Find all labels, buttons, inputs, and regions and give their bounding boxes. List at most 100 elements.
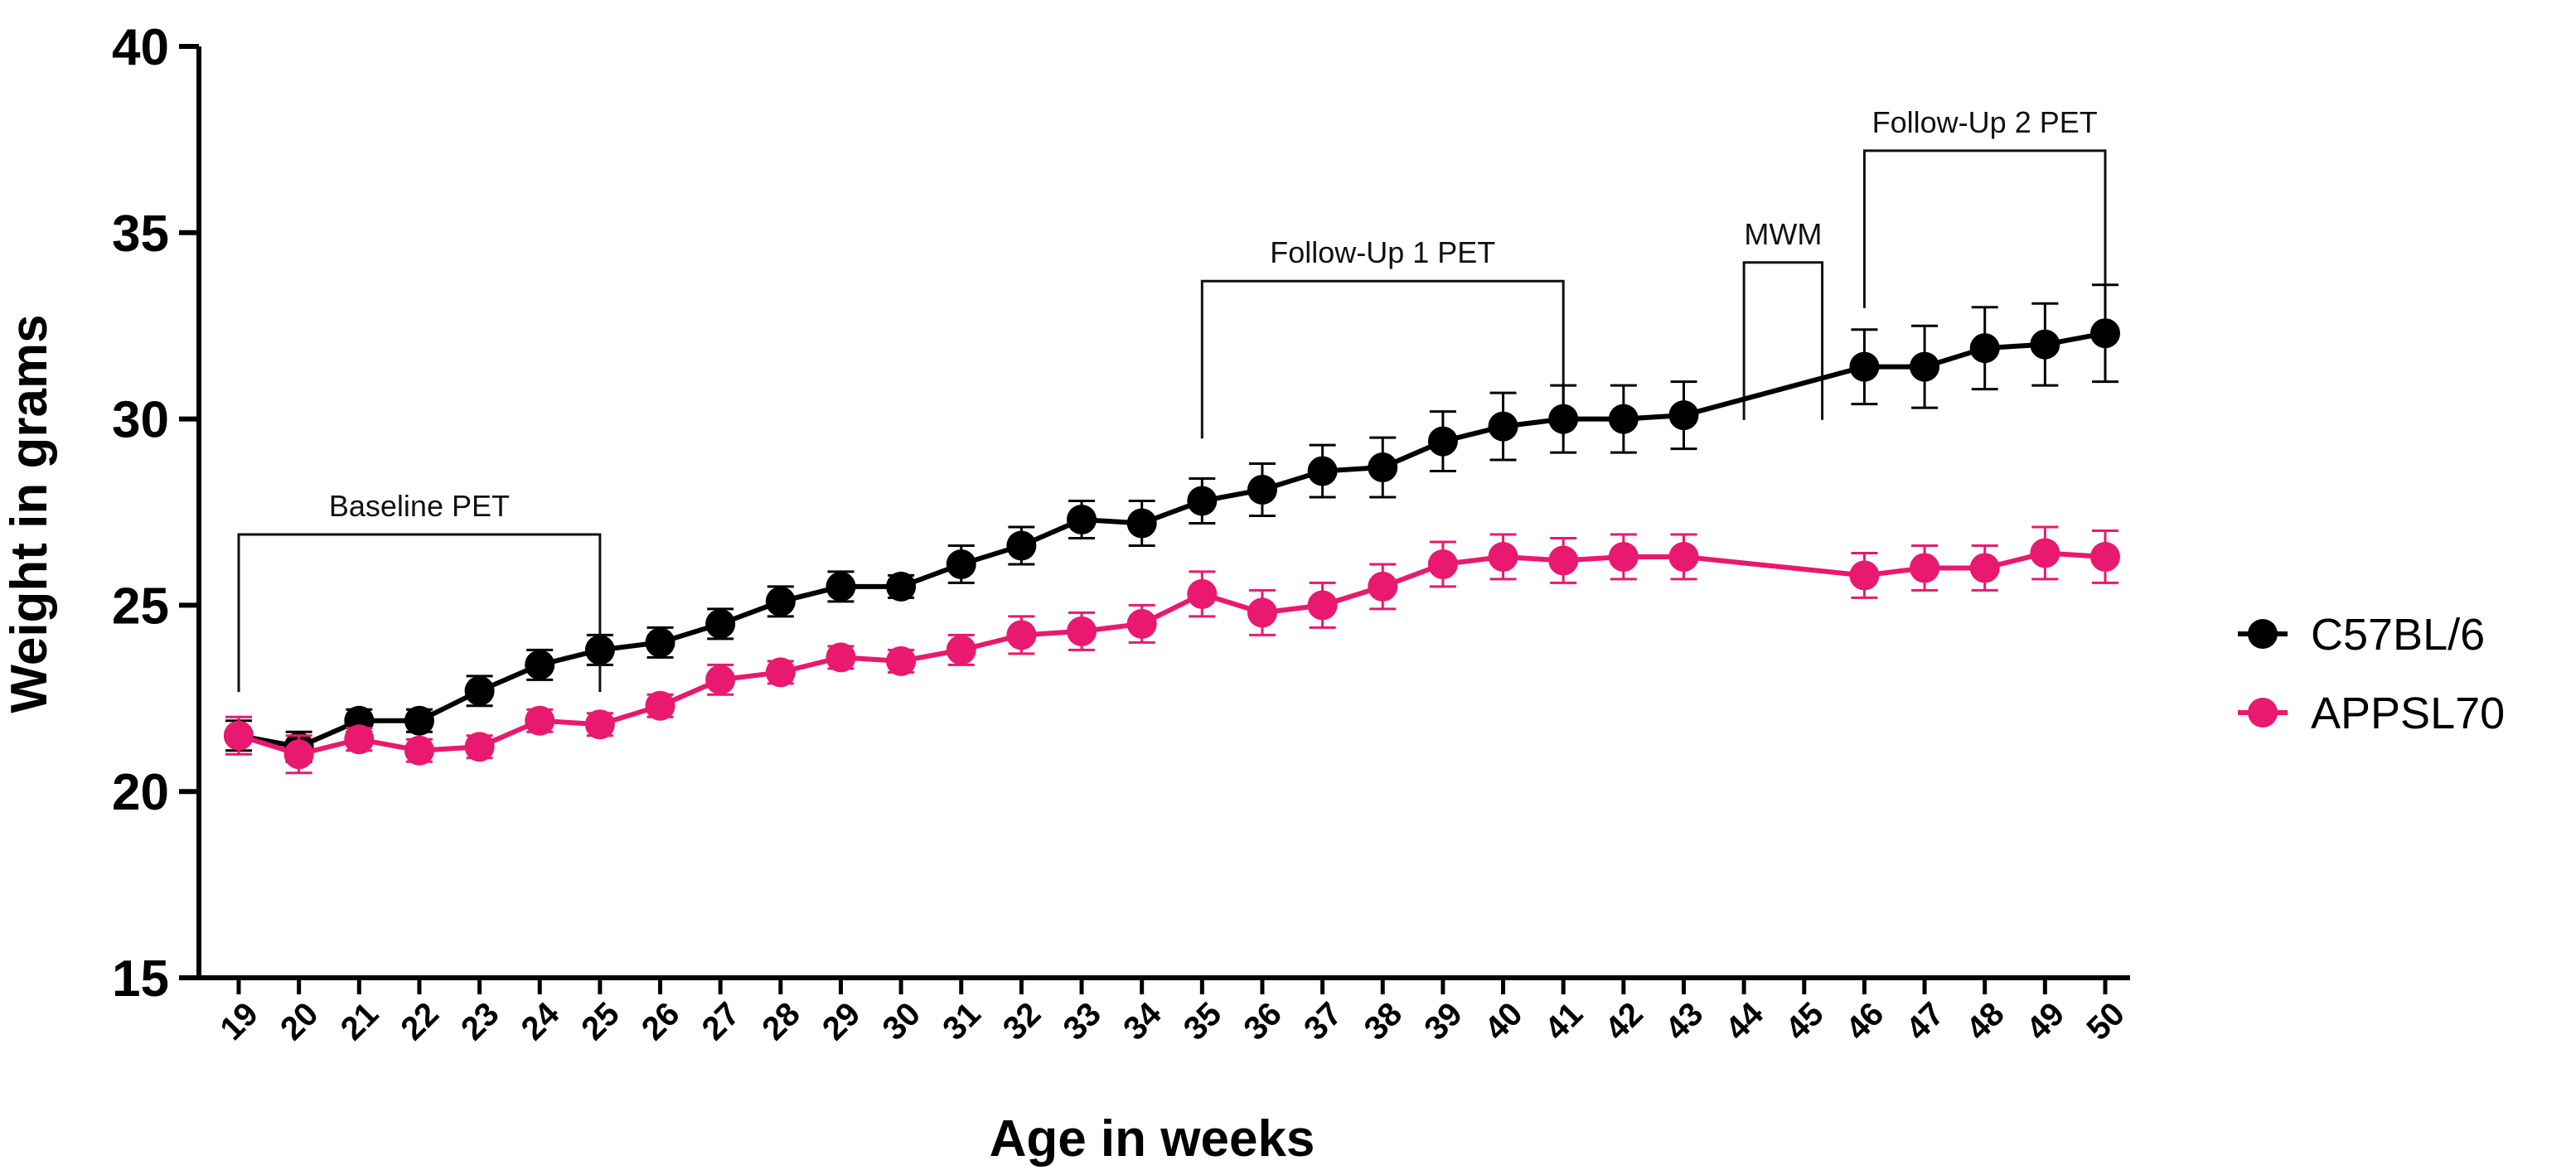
data-point xyxy=(1368,571,1398,602)
data-point xyxy=(1307,590,1338,621)
data-point xyxy=(826,571,856,602)
x-tick-label: 47 xyxy=(1899,995,1951,1047)
data-point xyxy=(886,571,917,602)
data-point xyxy=(946,635,976,665)
legend-label: APPSL70 xyxy=(2311,689,2505,738)
annotation-bracket-line xyxy=(1742,261,1824,420)
x-tick-label: 48 xyxy=(1959,995,2012,1047)
x-tick-label: 50 xyxy=(2080,995,2132,1047)
legend: C57BL/6 APPSL70 xyxy=(2238,610,2505,738)
data-point xyxy=(525,705,555,736)
y-axis-title: Weight in grams xyxy=(1,314,58,713)
data-point xyxy=(584,709,615,740)
data-point xyxy=(584,635,615,665)
x-axis-title: Age in weeks xyxy=(990,1110,1315,1168)
x-tick-label: 23 xyxy=(454,995,506,1047)
data-point xyxy=(1427,426,1458,457)
data-point xyxy=(1548,404,1579,434)
x-tick-label: 44 xyxy=(1719,995,1771,1047)
data-point xyxy=(1006,530,1037,561)
x-tick-label: 31 xyxy=(936,995,988,1047)
y-tick-label: 35 xyxy=(112,206,169,263)
annotation-bracket: Follow-Up 1 PET xyxy=(1200,235,1565,439)
data-point xyxy=(1608,541,1639,572)
data-point xyxy=(1668,400,1699,431)
data-point xyxy=(1668,541,1699,572)
x-tick-label: 30 xyxy=(876,995,928,1047)
annotation-label: Baseline PET xyxy=(329,489,510,523)
x-tick-label: 42 xyxy=(1598,995,1650,1047)
data-point xyxy=(1187,578,1218,609)
data-point xyxy=(705,608,736,639)
x-tick-label: 38 xyxy=(1358,995,1410,1047)
legend-item: APPSL70 xyxy=(2238,689,2505,738)
data-point xyxy=(1969,553,2000,583)
x-tick-label: 24 xyxy=(515,995,567,1047)
data-point xyxy=(826,642,856,673)
data-point xyxy=(1247,597,1277,628)
data-point xyxy=(1067,504,1097,534)
annotation-bracket: Follow-Up 2 PET xyxy=(1862,105,2107,308)
data-point xyxy=(886,646,917,676)
data-point xyxy=(2090,541,2120,572)
data-point xyxy=(1126,608,1157,639)
annotation-label: MWM xyxy=(1744,217,1822,251)
x-tick-label: 19 xyxy=(213,995,265,1047)
y-tick-label: 30 xyxy=(112,392,169,449)
data-point xyxy=(645,627,675,658)
x-tick-label: 26 xyxy=(635,995,687,1047)
data-point xyxy=(404,735,434,766)
legend-swatch-marker xyxy=(2248,619,2278,649)
annotations: Baseline PET Follow-Up 1 PET MWM Follow-Up … xyxy=(237,105,2107,692)
data-point xyxy=(1849,560,1880,591)
data-point xyxy=(404,705,434,736)
data-point xyxy=(2030,329,2060,360)
y-tick-label: 25 xyxy=(112,578,169,635)
x-tick-label: 37 xyxy=(1297,995,1349,1047)
legend-label: C57BL/6 xyxy=(2311,610,2485,660)
x-tick-label: 25 xyxy=(574,995,627,1047)
data-point xyxy=(1126,508,1157,539)
y-tick-label: 15 xyxy=(112,950,169,1008)
data-point xyxy=(1307,456,1338,486)
legend-swatch-marker xyxy=(2248,698,2278,728)
data-point xyxy=(1969,333,2000,364)
x-tick-label: 20 xyxy=(274,995,326,1047)
data-point xyxy=(1427,549,1458,579)
legend-item: C57BL/6 xyxy=(2238,610,2485,660)
x-tick-label: 34 xyxy=(1116,995,1169,1047)
data-point xyxy=(645,690,675,721)
data-point xyxy=(1488,411,1518,442)
series-appsl70 xyxy=(224,525,2120,775)
x-tick-label: 32 xyxy=(996,995,1048,1047)
data-point xyxy=(344,724,375,755)
data-point xyxy=(1067,616,1097,646)
data-point xyxy=(2090,318,2120,349)
data-point xyxy=(1608,404,1639,434)
data-point xyxy=(1368,452,1398,483)
x-tick-label: 45 xyxy=(1779,995,1831,1047)
data-point xyxy=(946,549,976,579)
data-point xyxy=(1548,545,1579,576)
data-point xyxy=(464,732,495,762)
data-point xyxy=(525,650,555,680)
data-point xyxy=(224,720,254,751)
data-point xyxy=(765,657,796,688)
x-tick-label: 33 xyxy=(1056,995,1108,1047)
data-point xyxy=(1247,475,1277,505)
series xyxy=(224,283,2120,775)
series-line xyxy=(238,550,2106,757)
y-tick-label: 20 xyxy=(112,764,169,821)
data-point xyxy=(1187,486,1218,516)
x-tick-label: 35 xyxy=(1177,995,1229,1047)
data-point xyxy=(1488,541,1518,572)
data-point xyxy=(2030,538,2060,568)
annotation-label: Follow-Up 1 PET xyxy=(1270,235,1495,269)
series-line xyxy=(238,331,2106,750)
data-point xyxy=(705,665,736,695)
x-tick-label: 41 xyxy=(1538,995,1591,1047)
data-point xyxy=(1849,351,1880,382)
x-tick-label: 22 xyxy=(394,995,446,1047)
x-tick-label: 39 xyxy=(1417,995,1470,1047)
